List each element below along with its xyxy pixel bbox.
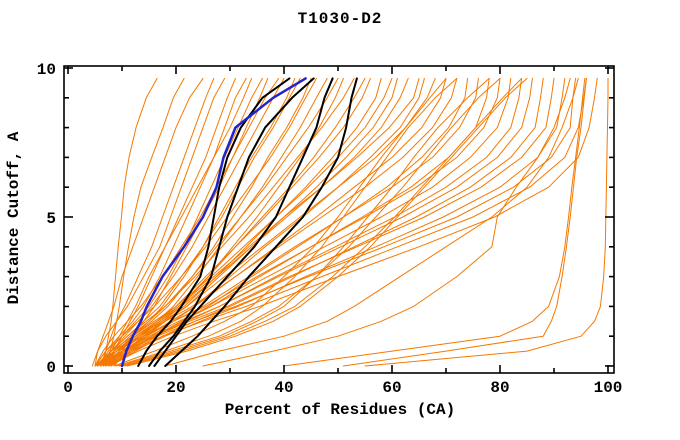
series-line-ensemble-12 bbox=[99, 77, 285, 367]
series-line-ensemble-18 bbox=[99, 77, 339, 367]
y-tick-label: 10 bbox=[37, 61, 56, 79]
series-line-selected-model bbox=[120, 77, 307, 368]
series-line-ensemble-46 bbox=[121, 77, 490, 367]
series-line-ensemble-49 bbox=[126, 77, 528, 367]
series-line-ensemble-36 bbox=[99, 77, 512, 367]
series-line-ensemble-05 bbox=[91, 77, 226, 367]
series-line-ensemble-20 bbox=[97, 77, 355, 367]
x-axis-label: Percent of Residues (CA) bbox=[224, 401, 456, 419]
x-tick-label: 60 bbox=[382, 379, 401, 397]
plot-frame bbox=[63, 65, 615, 374]
series-line-ensemble-11 bbox=[94, 77, 280, 367]
series-line-ensemble-45 bbox=[116, 77, 458, 367]
series-line-ensemble-08 bbox=[102, 77, 253, 367]
series-line-highlight-model-4 bbox=[164, 77, 358, 367]
y-tick-label: 5 bbox=[46, 210, 56, 228]
series-line-ensemble-55 bbox=[364, 77, 609, 367]
series-line-ensemble-53 bbox=[342, 77, 587, 367]
series-line-ensemble-47 bbox=[113, 77, 447, 367]
series-line-ensemble-48 bbox=[118, 77, 501, 367]
series-line-ensemble-35 bbox=[94, 77, 501, 367]
series-line-highlight-model-2 bbox=[148, 77, 315, 367]
series-line-ensemble-16 bbox=[94, 77, 317, 367]
series-line-ensemble-01 bbox=[102, 77, 158, 367]
series-line-highlight-model-1 bbox=[137, 77, 291, 367]
series-line-ensemble-43 bbox=[102, 77, 587, 367]
series-line-ensemble-41 bbox=[105, 77, 566, 367]
x-tick-label: 80 bbox=[490, 379, 509, 397]
x-tick-label: 0 bbox=[63, 379, 73, 397]
series-line-ensemble-31 bbox=[97, 77, 458, 367]
x-tick-label: 100 bbox=[594, 379, 623, 397]
y-tick-label: 0 bbox=[46, 359, 56, 377]
series-line-ensemble-52 bbox=[202, 77, 571, 367]
series-line-ensemble-54 bbox=[283, 77, 586, 367]
x-tick-label: 40 bbox=[274, 379, 293, 397]
series-line-ensemble-04 bbox=[99, 77, 215, 367]
chart-title: T1030-D2 bbox=[297, 10, 383, 28]
x-tick-label: 20 bbox=[166, 379, 185, 397]
series-line-ensemble-27 bbox=[97, 77, 420, 367]
series-line-ensemble-50 bbox=[124, 77, 523, 367]
series-line-ensemble-33 bbox=[102, 77, 479, 367]
series-line-ensemble-38 bbox=[97, 77, 533, 367]
series-line-ensemble-26 bbox=[102, 77, 409, 367]
series-line-ensemble-03 bbox=[94, 77, 204, 367]
series-line-ensemble-51 bbox=[164, 77, 579, 367]
series-line-ensemble-40 bbox=[99, 77, 555, 367]
series-line-highlight-model-3 bbox=[153, 77, 334, 367]
